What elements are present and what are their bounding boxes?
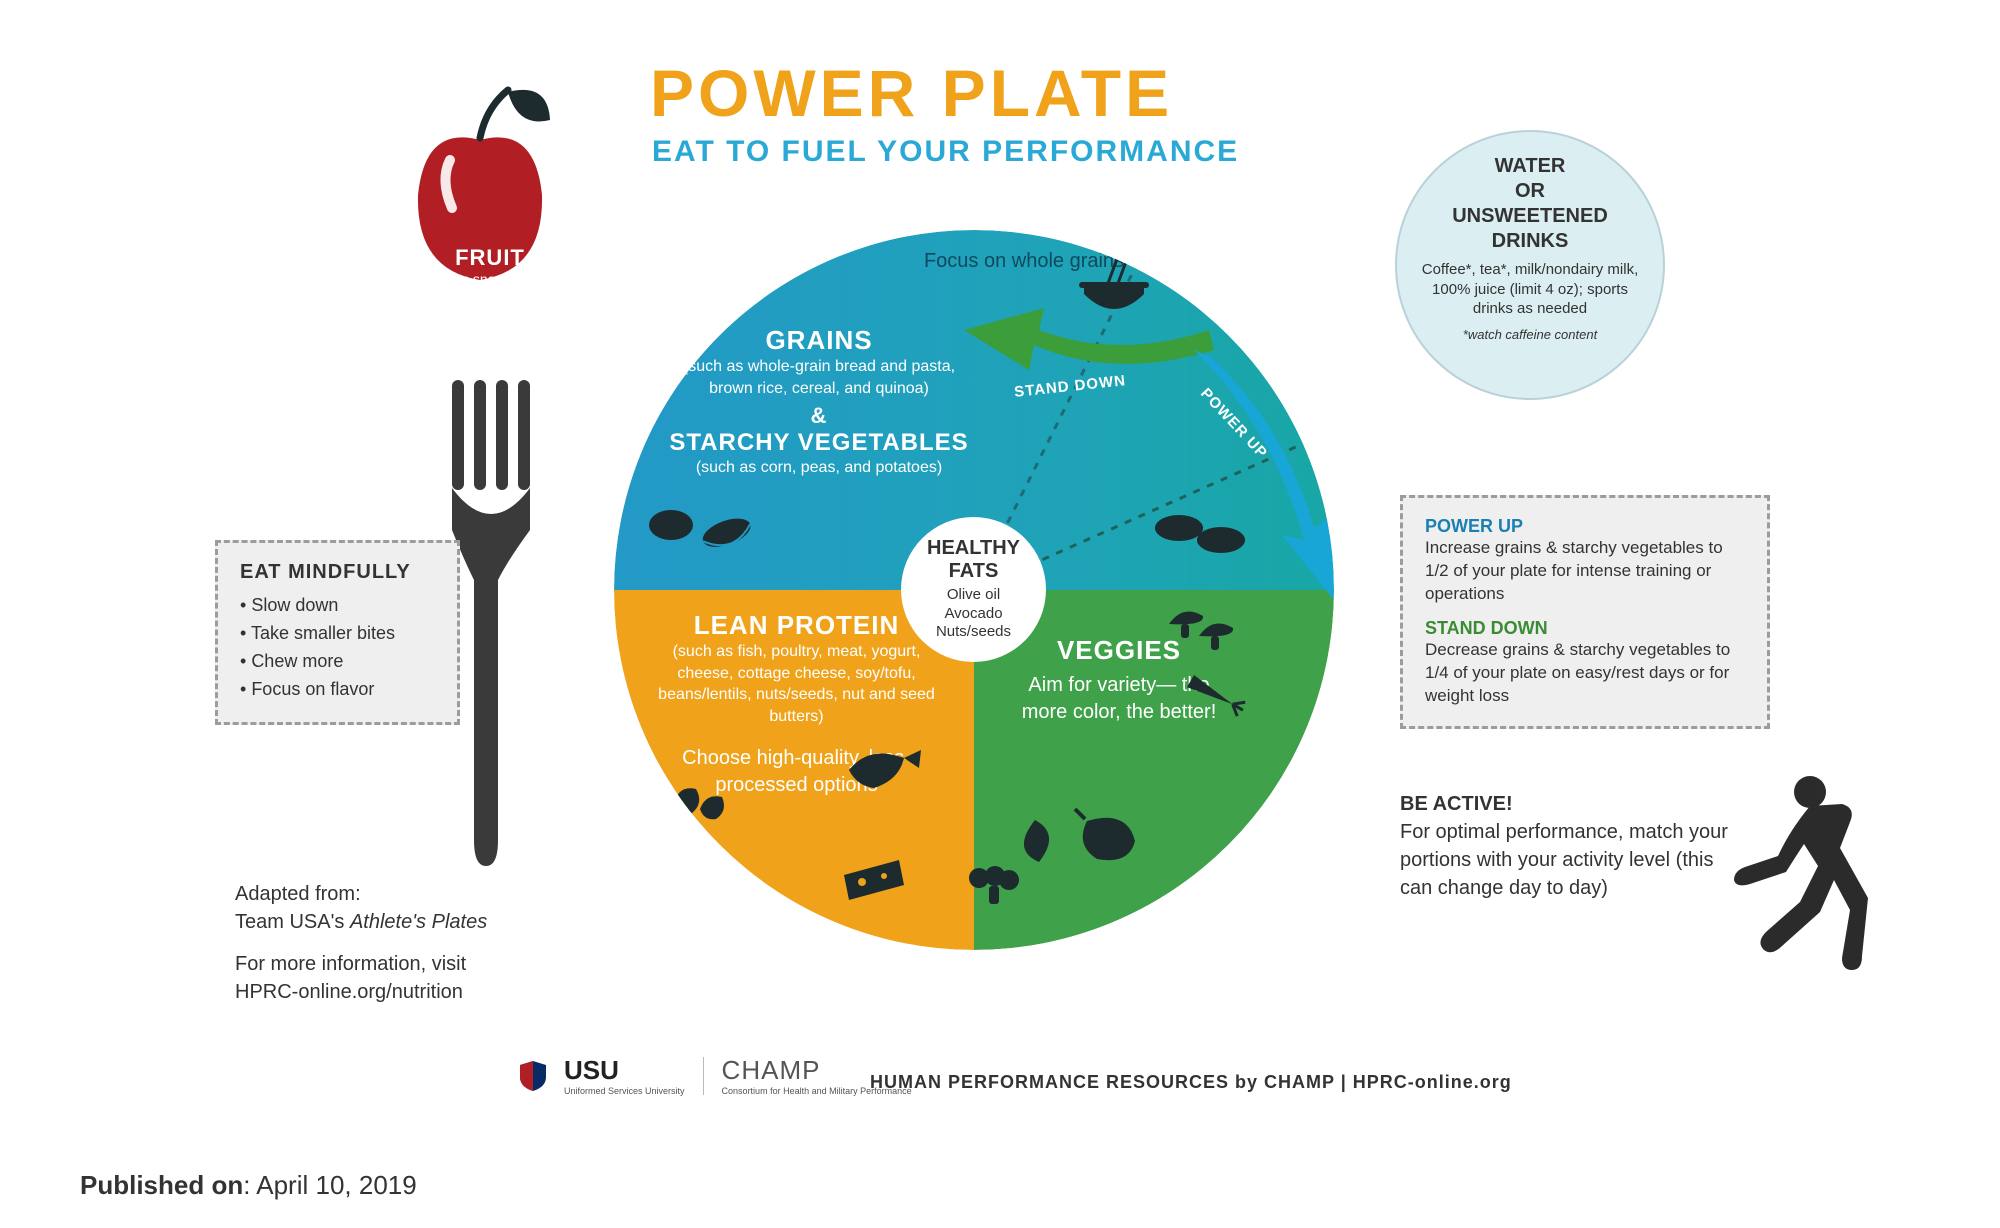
nuts-icon <box>674 788 724 819</box>
fish-icon <box>849 750 921 788</box>
runner-icon <box>1700 770 1870 980</box>
published-line: Published on: April 10, 2019 <box>80 1170 417 1201</box>
potato-icon <box>649 510 693 540</box>
powerup-head: POWER UP <box>1425 516 1523 536</box>
fruit-head: FRUIT <box>430 245 550 271</box>
drinks-or: OR <box>1415 179 1645 204</box>
bowl-icon <box>1079 258 1149 309</box>
center-circle: HEALTHY FATS Olive oil Avocado Nuts/seed… <box>901 517 1046 662</box>
mindful-item: • Focus on flavor <box>240 676 435 704</box>
fruit-sub: as snack or dessert <box>430 271 550 305</box>
shield-icon <box>520 1061 546 1091</box>
sushi-icon <box>1155 515 1245 553</box>
drinks-body: Coffee*, tea*, milk/nondairy milk, 100% … <box>1415 260 1645 319</box>
usu-block: USU Uniformed Services University <box>564 1055 685 1096</box>
active-head: BE ACTIVE! <box>1400 793 1513 815</box>
powerup-body: Increase grains & starchy vegetables to … <box>1425 537 1745 606</box>
center-body: Olive oil Avocado Nuts/seeds <box>936 586 1011 642</box>
mindful-item: • Take smaller bites <box>240 620 435 648</box>
adapted-l4: HPRC-online.org/nutrition <box>235 981 463 1003</box>
center-head: HEALTHY FATS <box>901 537 1046 583</box>
active-block: BE ACTIVE! For optimal performance, matc… <box>1400 790 1730 902</box>
mindful-list: • Slow down • Take smaller bites • Chew … <box>240 592 435 704</box>
corn-icon <box>699 513 754 553</box>
mushroom-icon <box>1169 612 1233 651</box>
plate: STAND DOWN POWER UP Focus on whole grain… <box>614 230 1334 950</box>
adapted-l1: Adapted from: <box>235 883 361 905</box>
adapted-block: Adapted from: Team USA's Athlete's Plate… <box>235 880 575 1006</box>
page: POWER PLATE EAT TO FUEL YOUR PERFORMANCE <box>0 0 2000 1228</box>
drinks-circle: WATER OR UNSWEETENED DRINKS Coffee*, tea… <box>1395 130 1665 400</box>
mindful-head: EAT MINDFULLY <box>240 561 435 584</box>
page-subtitle: EAT TO FUEL YOUR PERFORMANCE <box>652 135 1239 169</box>
active-body: For optimal performance, match your port… <box>1400 821 1728 899</box>
mindful-box: EAT MINDFULLY • Slow down • Take smaller… <box>215 540 460 725</box>
published-date: April 10, 2019 <box>256 1170 416 1200</box>
adapted-l3: For more information, visit <box>235 953 466 975</box>
cheese-icon <box>844 860 904 900</box>
drinks-line1: WATER <box>1415 154 1645 179</box>
leafy-icon <box>1024 820 1049 862</box>
fruit-label: FRUIT as snack or dessert <box>430 245 550 305</box>
drinks-note: *watch caffeine content <box>1415 327 1645 342</box>
page-title: POWER PLATE <box>650 55 1173 131</box>
footer-logos: USU Uniformed Services University CHAMP … <box>520 1055 912 1096</box>
footer-tagline: HUMAN PERFORMANCE RESOURCES by CHAMP | H… <box>870 1072 1512 1093</box>
standdown-body: Decrease grains & starchy vegetables to … <box>1425 639 1745 708</box>
carrot-icon <box>1187 673 1247 717</box>
adapted-l2: Team USA's Athlete's Plates <box>235 911 487 933</box>
mindful-item: • Chew more <box>240 648 435 676</box>
published-label: Published on <box>80 1170 243 1200</box>
power-box: POWER UP Increase grains & starchy veget… <box>1400 495 1770 729</box>
mindful-item: • Slow down <box>240 592 435 620</box>
standdown-head: STAND DOWN <box>1425 618 1745 639</box>
drinks-line2: UNSWEETENED DRINKS <box>1415 204 1645 254</box>
eggplant-icon <box>1075 809 1135 860</box>
broccoli-icon <box>969 866 1019 904</box>
